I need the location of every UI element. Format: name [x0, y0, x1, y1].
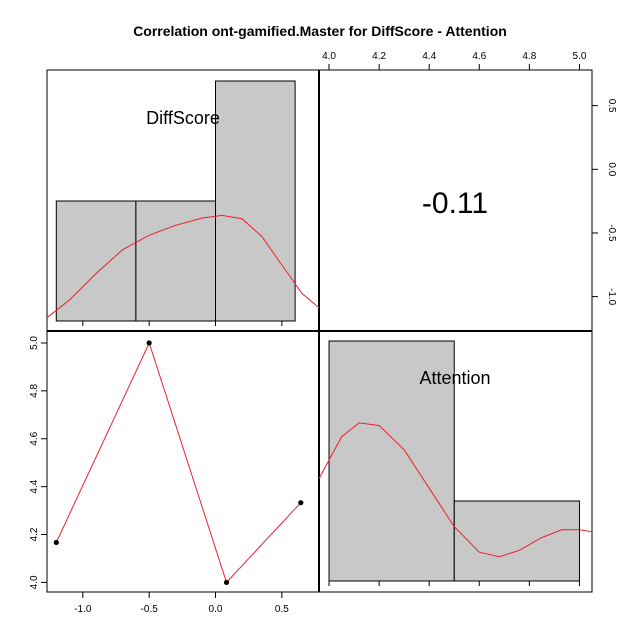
top-axis-tick-label: 4.2	[372, 51, 386, 62]
attention-label: Attention	[419, 368, 490, 388]
top-axis-tick-label: 4.6	[472, 51, 486, 62]
diffscore-hist-bar	[55, 200, 137, 322]
bottom-axis-tick-label: -1.0	[74, 604, 92, 615]
attention-histogram	[328, 340, 580, 582]
left-axis-tick-label: 4.4	[29, 479, 40, 493]
left-axis-tick-label: 4.6	[29, 431, 40, 445]
scatter-point	[53, 539, 59, 546]
attention-hist-bar	[328, 340, 455, 582]
right-axis-tick-label: 0.5	[606, 99, 617, 113]
right-axis-tick-label: -1.0	[606, 288, 617, 306]
bottom-axis-tick-label: -0.5	[141, 604, 159, 615]
bottom-axis-tick-label: 0.0	[209, 604, 223, 615]
attention-density-line	[318, 422, 593, 558]
top-axis: 4.0 4.2 4.4 4.6 4.8 5.0	[322, 51, 587, 70]
left-axis-tick-label: 4.2	[29, 527, 40, 541]
attention-inner-ticks	[328, 581, 580, 586]
diffscore-label: DiffScore	[146, 108, 220, 128]
diffscore-density-line	[46, 214, 320, 319]
panel-frames	[46, 69, 593, 593]
diffscore-hist-bar	[215, 80, 296, 322]
scatter-points	[53, 340, 304, 586]
correlation-value: -0.11	[422, 187, 488, 220]
top-axis-tick-label: 5.0	[573, 51, 587, 62]
attention-hist-bar	[453, 500, 580, 582]
left-axis-tick-label: 4.8	[29, 383, 40, 397]
top-axis-tick-label: 4.4	[422, 51, 436, 62]
top-axis-tick-label: 4.8	[522, 51, 536, 62]
diffscore-hist-bar	[135, 200, 217, 322]
chart-title: Correlation ont-gamified.Master for Diff…	[133, 23, 507, 39]
panel-bottom-left	[46, 330, 320, 593]
diffscore-histogram	[55, 80, 296, 322]
right-axis-tick-label: -0.5	[606, 224, 617, 242]
diffscore-inner-ticks	[82, 321, 283, 326]
bottom-axis-tick-label: 0.5	[275, 604, 289, 615]
left-axis: 4.0 4.2 4.4 4.6 4.8 5.0	[29, 336, 47, 589]
top-axis-tick-label: 4.0	[322, 51, 336, 62]
scatter-point	[298, 500, 304, 506]
right-axis: -1.0 -0.5 0.0 0.5	[592, 99, 617, 306]
left-axis-tick-label: 4.0	[29, 575, 40, 589]
scatter-point	[146, 340, 152, 346]
bottom-axis: -1.0 -0.5 0.0 0.5	[74, 592, 289, 615]
left-axis-tick-label: 5.0	[29, 336, 40, 350]
right-axis-tick-label: 0.0	[606, 162, 617, 176]
scatter-connecting-line	[55, 341, 302, 584]
scatter-point	[223, 579, 230, 586]
